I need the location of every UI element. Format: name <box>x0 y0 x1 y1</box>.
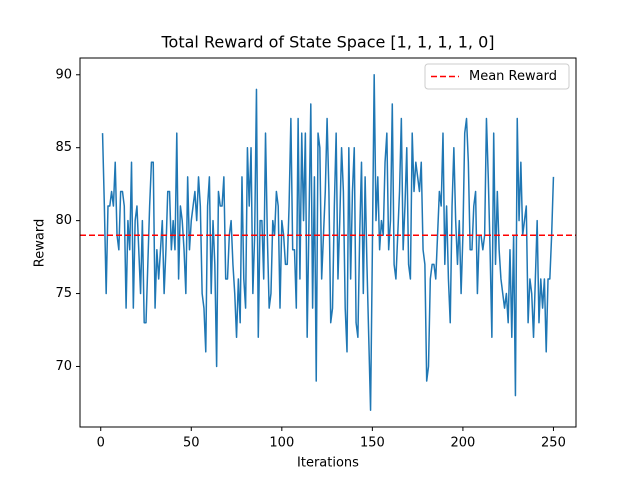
chart-title: Total Reward of State Space [1, 1, 1, 1,… <box>161 33 495 52</box>
y-axis-label: Reward <box>33 219 48 267</box>
x-axis-label: Iterations <box>297 456 359 471</box>
x-tick-label: 50 <box>183 436 200 451</box>
axes-frame <box>79 57 577 428</box>
y-tick-label: 85 <box>55 140 72 155</box>
legend-box <box>424 63 570 90</box>
x-tick-label: 200 <box>450 436 475 451</box>
y-tick-label: 70 <box>55 359 72 374</box>
legend: Mean Reward <box>424 63 570 90</box>
y-tick-label: 80 <box>55 213 72 228</box>
x-tick-label: 150 <box>360 436 385 451</box>
y-tick-label: 75 <box>55 286 72 301</box>
data-line <box>101 74 555 411</box>
x-tick-label: 100 <box>269 436 294 451</box>
y-tick-label: 90 <box>55 67 72 82</box>
x-tick-label: 250 <box>541 436 566 451</box>
legend-label: Mean Reward <box>469 69 557 84</box>
x-tick-label: 0 <box>97 436 105 451</box>
